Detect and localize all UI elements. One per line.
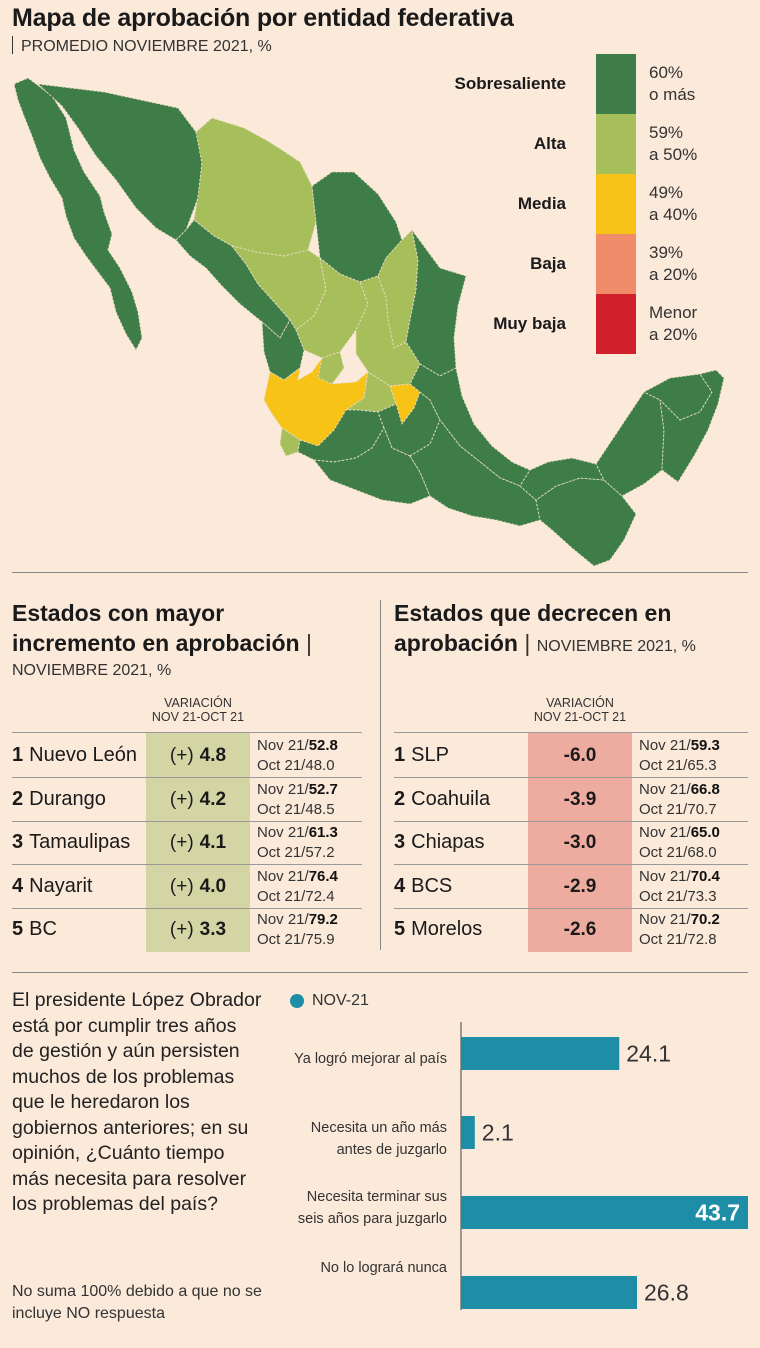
decrease-highlight bbox=[528, 732, 632, 952]
legend-range: 39% a 20% bbox=[649, 243, 698, 284]
survey-question: El presidente López Obrador está por cum… bbox=[12, 989, 262, 1215]
legend-swatch bbox=[596, 234, 636, 294]
divider bbox=[12, 572, 748, 573]
map-state-aguascalientes bbox=[317, 351, 345, 385]
category-label: Necesita terminar sus bbox=[307, 1189, 447, 1205]
decrease-title: Estados que decrecen en bbox=[394, 600, 672, 626]
series-dot-icon bbox=[290, 994, 304, 1008]
bar bbox=[461, 1116, 475, 1149]
legend-sobresaliente: Sobresaliente 60% o más bbox=[430, 54, 750, 114]
legend-swatch bbox=[596, 114, 636, 174]
map-state-colima bbox=[279, 427, 301, 457]
survey-bar-chart: 24.1 Ya logró mejorar al país 2.1 Necesita … bbox=[294, 1022, 748, 1310]
chart-legend-label: NOV-21 bbox=[312, 992, 369, 1009]
legend-range: Menor a 20% bbox=[649, 303, 698, 344]
category-label: Ya logró mejorar al país bbox=[294, 1051, 447, 1067]
increase-highlight bbox=[146, 732, 250, 952]
legend-muy-baja: Muy baja Menor a 20% bbox=[430, 294, 750, 354]
table-row: 4 BCS -2.9 Nov 21/70.4 Oct 21/73.3 bbox=[394, 867, 720, 905]
map-state-center bbox=[377, 391, 441, 457]
map-state-zacatecas bbox=[295, 257, 369, 359]
legend-range: 59% a 50% bbox=[649, 123, 698, 164]
table-row: 5 BC (+) 3.3 Nov 21/79.2 Oct 21/75.9 bbox=[12, 910, 338, 948]
legend-range: 60% o más bbox=[649, 63, 696, 104]
map-state-baja-california bbox=[13, 77, 143, 351]
map-state-quintana-roo bbox=[659, 369, 725, 483]
page-subtitle: PROMEDIO NOVIEMBRE 2021, % bbox=[12, 36, 272, 56]
table-row: 3 Tamaulipas (+) 4.1 Nov 21/61.3 Oct 21/57.… bbox=[12, 823, 338, 861]
increase-variation-header: VARIACIÓN NOV 21-OCT 21 bbox=[151, 696, 245, 724]
increase-note: NOVIEMBRE 2021, % bbox=[12, 662, 172, 679]
map-state-campeche bbox=[595, 391, 665, 497]
map-state-nayarit bbox=[261, 319, 305, 381]
bar bbox=[461, 1276, 638, 1309]
decrease-section: Estados que decrecen en aprobación | NOV… bbox=[394, 600, 696, 656]
table-row: 3 Chiapas -3.0 Nov 21/65.0 Oct 21/68.0 bbox=[394, 823, 720, 861]
legend-swatch bbox=[596, 54, 636, 114]
legend-media: Media 49% a 40% bbox=[430, 174, 750, 234]
category-label: seis años para juzgarlo bbox=[298, 1211, 447, 1227]
table-row: 4 Nayarit (+) 4.0 Nov 21/76.4 Oct 21/72.4 bbox=[12, 867, 338, 905]
category-label: No lo logrará nunca bbox=[320, 1260, 447, 1276]
legend-swatch bbox=[596, 294, 636, 354]
legend-baja: Baja 39% a 20% bbox=[430, 234, 750, 294]
bar-value-label: 24.1 bbox=[626, 1041, 671, 1067]
increase-section: Estados con mayor incremento en aprobaci… bbox=[12, 600, 312, 679]
legend-alta: Alta 59% a 50% bbox=[430, 114, 750, 174]
map-state-oaxaca bbox=[409, 419, 541, 527]
table-row: 1 Nuevo León (+) 4.8 Nov 21/52.8 Oct 21/48.… bbox=[12, 736, 338, 774]
bar-value-label: 26.8 bbox=[644, 1280, 689, 1306]
map-state-tabasco bbox=[519, 457, 605, 501]
bar bbox=[461, 1196, 748, 1229]
bar bbox=[461, 1037, 620, 1070]
category-label: Necesita un año más bbox=[311, 1120, 447, 1136]
bar-value-label: 2.1 bbox=[482, 1120, 514, 1146]
divider bbox=[12, 972, 748, 973]
map-state-guerrero bbox=[313, 427, 431, 505]
decrease-variation-header: VARIACIÓN NOV 21-OCT 21 bbox=[533, 696, 627, 724]
divider bbox=[380, 600, 381, 950]
map-state-michoacan bbox=[297, 409, 385, 463]
chart-legend: NOV-21 bbox=[290, 992, 369, 1010]
table-row: 5 Morelos -2.6 Nov 21/70.2 Oct 21/72.8 bbox=[394, 910, 720, 948]
page-title: Mapa de aprobación por entidad federativ… bbox=[12, 4, 514, 32]
legend-swatch bbox=[596, 174, 636, 234]
survey-note: No suma 100% debido a que no se incluye … bbox=[12, 1283, 262, 1322]
map-state-slp bbox=[355, 275, 421, 387]
category-label: antes de juzgarlo bbox=[337, 1142, 447, 1158]
legend-range: 49% a 40% bbox=[649, 183, 698, 224]
bar-value-label: 43.7 bbox=[695, 1200, 740, 1226]
table-row: 1 SLP -6.0 Nov 21/59.3 Oct 21/65.3 bbox=[394, 736, 720, 774]
table-row: 2 Coahuila -3.9 Nov 21/66.8 Oct 21/70.7 bbox=[394, 780, 720, 818]
table-row: 2 Durango (+) 4.2 Nov 21/52.7 Oct 21/48.5 bbox=[12, 780, 338, 818]
map-state-jalisco bbox=[263, 357, 369, 447]
increase-title: Estados con mayor bbox=[12, 600, 225, 626]
mexico-approval-map bbox=[13, 77, 725, 567]
